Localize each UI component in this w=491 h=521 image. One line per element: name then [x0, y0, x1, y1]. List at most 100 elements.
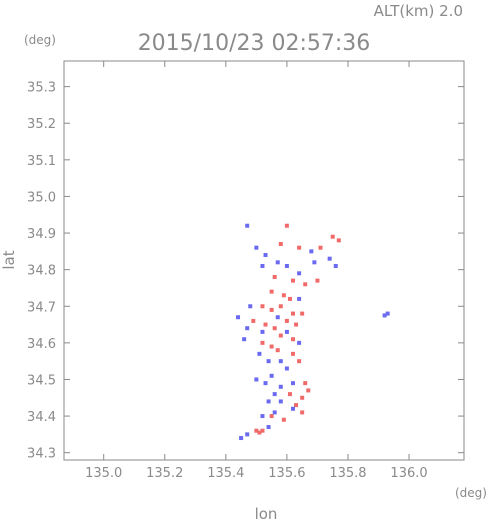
negative-point [254, 377, 259, 382]
y-axis-label: lat [0, 250, 18, 269]
positive-point [291, 311, 296, 316]
x-tick-label: 135.6 [268, 466, 305, 481]
positive-point [278, 333, 283, 338]
negative-point [275, 260, 280, 265]
positive-point [284, 318, 289, 323]
negative-point [257, 351, 262, 356]
positive-point [294, 322, 299, 327]
negative-point [263, 381, 268, 386]
x-unit-label: (deg) [455, 486, 487, 500]
negative-point [297, 340, 302, 345]
negative-point [297, 296, 302, 301]
negative-point [245, 326, 250, 331]
positive-point [336, 238, 341, 243]
y-tick-label: 35.3 [27, 81, 56, 96]
negative-point [266, 399, 271, 404]
negative-point [291, 381, 296, 386]
positive-point [330, 234, 335, 239]
positive-point [291, 351, 296, 356]
negative-point [263, 253, 268, 258]
positive-point [272, 274, 277, 279]
y-tick-label: 34.7 [27, 300, 56, 315]
y-unit-label: (deg) [24, 33, 56, 47]
positive-point [269, 289, 274, 294]
positive-point [278, 242, 283, 247]
x-tick-label: 135.2 [146, 466, 183, 481]
negative-point [284, 263, 289, 268]
negative-point [297, 271, 302, 276]
negative-point [312, 260, 317, 265]
negative-point [260, 329, 265, 334]
y-axis: 34.3 34.4 34.5 34.6 34.7 34.8 34.9 35.0 35.1 35.2… [27, 81, 464, 462]
positive-point [287, 296, 292, 301]
negative-point [245, 223, 250, 228]
negative-point [284, 329, 289, 334]
y-tick-label: 35.1 [27, 154, 56, 169]
positive-point [306, 388, 311, 393]
positive-point [281, 417, 286, 422]
negative-point [272, 410, 277, 415]
positive-point [287, 392, 292, 397]
altitude-label: ALT(km) 2.0 [374, 2, 463, 20]
positive-point [269, 414, 274, 419]
negative-point [236, 315, 241, 320]
positive-point [300, 410, 305, 415]
y-tick-label: 34.5 [27, 373, 56, 388]
positive-point [291, 337, 296, 342]
x-axis: 135.0 135.2 135.4 135.6 135.8 136.0 [85, 61, 428, 481]
positive-point [284, 223, 289, 228]
y-tick-label: 35.0 [27, 190, 56, 205]
positive-point [269, 307, 274, 312]
negative-point [260, 414, 265, 419]
negative-point [266, 425, 271, 430]
positive-point [297, 245, 302, 250]
negative-point [278, 384, 283, 389]
negative-point [260, 263, 265, 268]
negative-point [309, 249, 314, 254]
negative-point [239, 436, 244, 441]
positive-point [251, 318, 256, 323]
positive-point [275, 348, 280, 353]
positive-point [278, 304, 283, 309]
negative-point [254, 245, 259, 250]
negative-point [266, 359, 271, 364]
y-tick-label: 35.2 [27, 117, 56, 132]
negative-point [278, 359, 283, 364]
negative-point [248, 304, 253, 309]
positive-point [303, 381, 308, 386]
positive-point [257, 430, 262, 435]
x-tick-label: 135.8 [329, 466, 366, 481]
positive-point [318, 245, 323, 250]
x-tick-label: 135.4 [207, 466, 244, 481]
y-tick-label: 34.9 [27, 227, 56, 242]
negative-point [333, 263, 338, 268]
negative-point [385, 311, 390, 316]
data-points [236, 223, 390, 441]
negative-point [278, 399, 283, 404]
positive-point [260, 428, 265, 433]
negative-point [242, 337, 247, 342]
negative-point [284, 366, 289, 371]
positive-point [300, 395, 305, 400]
negative-point [291, 406, 296, 411]
positive-point [272, 326, 277, 331]
y-tick-label: 34.4 [27, 410, 56, 425]
y-tick-label: 34.8 [27, 264, 56, 279]
y-tick-label: 34.3 [27, 447, 56, 462]
plot-frame [63, 60, 465, 461]
positive-point [269, 344, 274, 349]
negative-point [245, 432, 250, 437]
x-axis-label: lon [255, 505, 278, 521]
negative-point [272, 392, 277, 397]
positive-point [291, 278, 296, 283]
positive-point [297, 359, 302, 364]
negative-point [269, 373, 274, 378]
positive-point [315, 278, 320, 283]
x-tick-label: 136.0 [390, 466, 427, 481]
negative-point [327, 256, 332, 261]
negative-point [275, 315, 280, 320]
chart-title: 2015/10/23 02:57:36 [138, 31, 371, 56]
positive-point [303, 282, 308, 287]
positive-point [281, 293, 286, 298]
positive-point [294, 403, 299, 408]
